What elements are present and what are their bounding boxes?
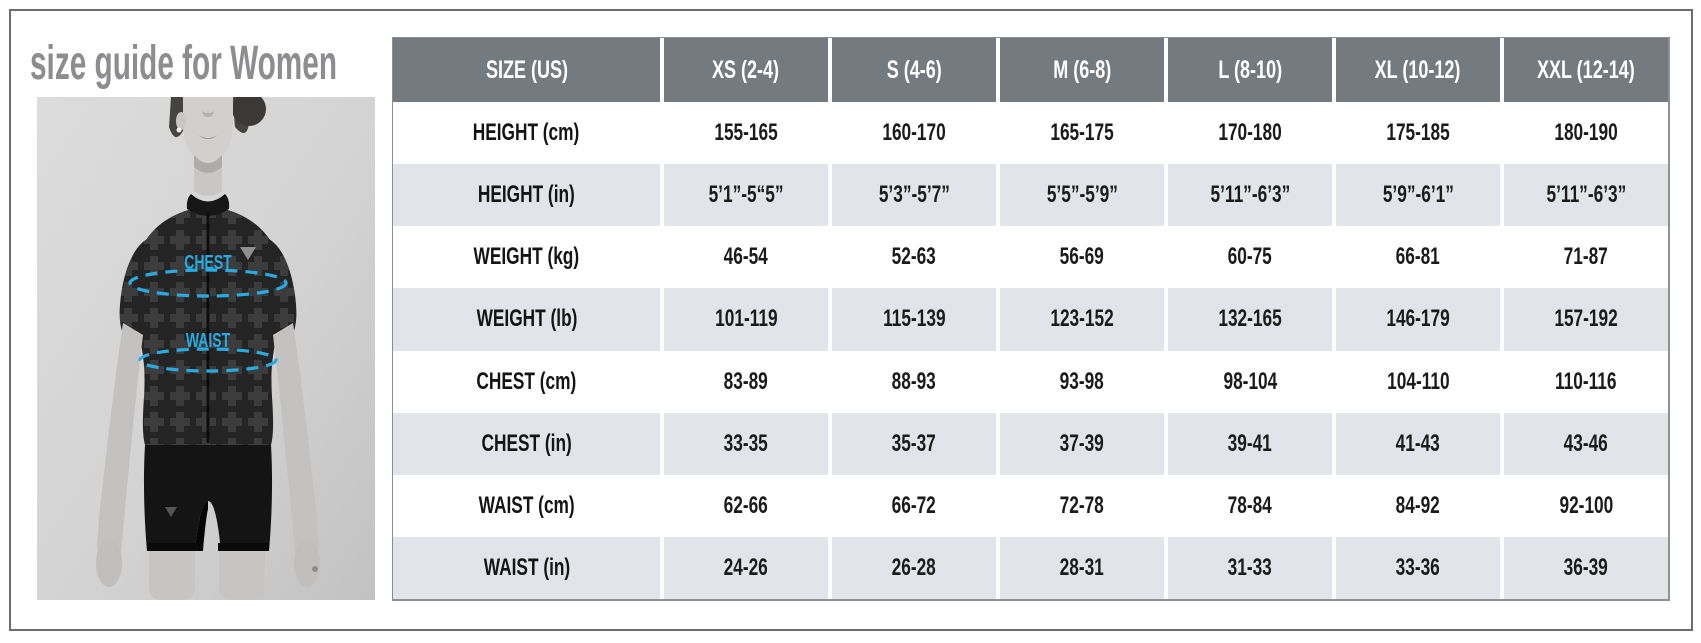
waist-measure-label: WAIST <box>185 330 231 352</box>
chest-measure-ellipse <box>128 268 288 298</box>
table-cell: 72-78 <box>996 474 1164 537</box>
table-cell: 93-98 <box>996 350 1164 413</box>
row-label: WEIGHT (kg) <box>473 243 580 271</box>
table-cell: 92-100 <box>1500 474 1668 537</box>
table-cell: 66-81 <box>1332 226 1500 289</box>
size-guide-table: SIZE (US) XS (2-4) S (4-6) M (6-8) L (8-… <box>392 37 1670 601</box>
table-cell: 24-26 <box>660 536 828 599</box>
model-illustration <box>37 97 375 600</box>
row-label: CHEST (in) <box>393 412 660 475</box>
table-cell: 155-165 <box>660 102 828 165</box>
table-cell: 60-75 <box>1164 226 1332 289</box>
table-cell: 52-63 <box>828 226 996 289</box>
table-cell: 43-46 <box>1500 412 1668 475</box>
table-cell: 46-54 <box>660 226 828 289</box>
chest-measure-label: CHEST <box>184 252 232 274</box>
column-header-xs: XS (2-4) <box>660 38 828 102</box>
column-header-size: SIZE (US) <box>393 38 660 102</box>
table-cell: 31-33 <box>1164 536 1332 599</box>
waist-measure-ellipse <box>138 347 278 373</box>
table-cell: 5’11”-6’3” <box>1164 164 1332 227</box>
table-cell: 101-119 <box>660 288 828 351</box>
row-label: WAIST (in) <box>393 536 660 599</box>
table-cell: 36-39 <box>1500 536 1668 599</box>
table-cell: 146-179 <box>1332 288 1500 351</box>
table-cell: 110-116 <box>1500 350 1668 413</box>
table-cell: 39-41 <box>1164 412 1332 475</box>
column-header-xl: XL (10-12) <box>1332 38 1500 102</box>
table-cell: 56-69 <box>996 226 1164 289</box>
table-cell: 5’5”-5’9” <box>996 164 1164 227</box>
table-cell: 26-28 <box>828 536 996 599</box>
table-cell: 33-35 <box>660 412 828 475</box>
table-cell: 98-104 <box>1164 350 1332 413</box>
table-cell: 175-185 <box>1332 102 1500 165</box>
table-cell: 5’3”-5’7” <box>828 164 996 227</box>
table-cell: 66-72 <box>828 474 996 537</box>
table-cell: 5’11”-6’3” <box>1500 164 1668 227</box>
column-header-s: S (4-6) <box>828 38 996 102</box>
row-label: CHEST (cm) <box>476 367 577 395</box>
table-cell: 165-175 <box>996 102 1164 165</box>
table-cell: 170-180 <box>1164 102 1332 165</box>
row-label: HEIGHT (in) <box>393 164 660 227</box>
page-title: size guide for Women <box>30 37 338 90</box>
table-cell: 157-192 <box>1500 288 1668 351</box>
table-cell: 35-37 <box>828 412 996 475</box>
table-cell: 78-84 <box>1164 474 1332 537</box>
table-cell: 83-89 <box>660 350 828 413</box>
column-header-xxl: XXL (12-14) <box>1500 38 1668 102</box>
model-photo: CHEST WAIST <box>37 97 375 600</box>
table-cell: 84-92 <box>1332 474 1500 537</box>
table-cell: 5’9”-6’1” <box>1332 164 1500 227</box>
column-header-l: L (8-10) <box>1164 38 1332 102</box>
table-cell: 115-139 <box>828 288 996 351</box>
table-cell: 33-36 <box>1332 536 1500 599</box>
table-cell: 5’1”-5“5” <box>660 164 828 227</box>
table-cell: 28-31 <box>996 536 1164 599</box>
row-label: HEIGHT (cm) <box>473 119 580 147</box>
column-header-m: M (6-8) <box>996 38 1164 102</box>
measurement-overlay <box>128 268 288 373</box>
row-label: WEIGHT (lb) <box>393 288 660 351</box>
table-cell: 88-93 <box>828 350 996 413</box>
table-cell: 37-39 <box>996 412 1164 475</box>
table-cell: 123-152 <box>996 288 1164 351</box>
table-cell: 180-190 <box>1500 102 1668 165</box>
table-cell: 62-66 <box>660 474 828 537</box>
table-cell: 41-43 <box>1332 412 1500 475</box>
row-label: WAIST (cm) <box>478 491 575 519</box>
table-cell: 132-165 <box>1164 288 1332 351</box>
table-cell: 71-87 <box>1500 226 1668 289</box>
table-cell: 160-170 <box>828 102 996 165</box>
table-cell: 104-110 <box>1332 350 1500 413</box>
